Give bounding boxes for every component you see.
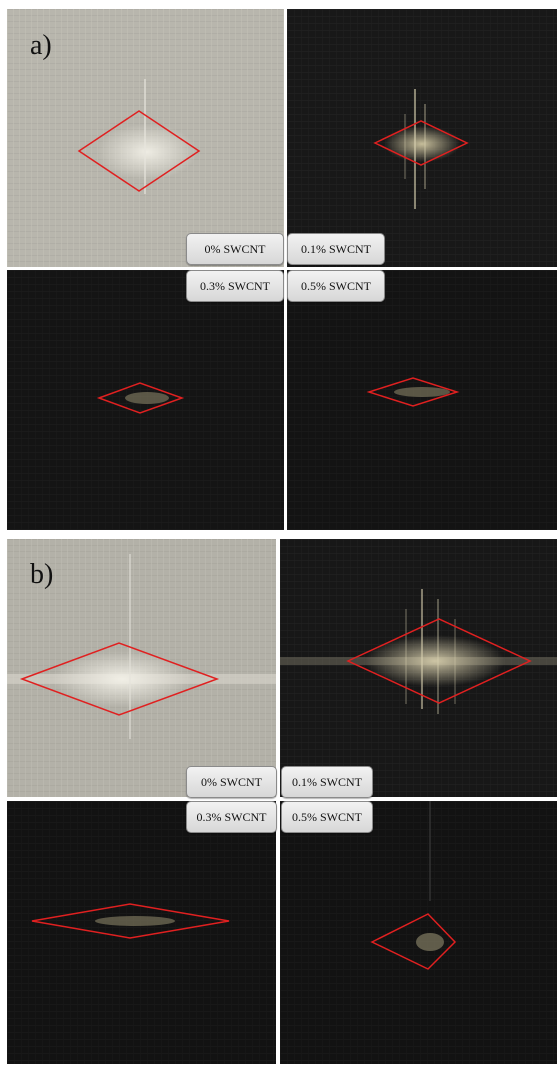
specimen-photo-b-0 (7, 539, 276, 797)
panel-set-a: a) 0% SWCNT 0.1% SWCNT 0.3% SWCNT 0.5% S… (7, 9, 557, 530)
damage-outline (77, 110, 201, 192)
concentration-label: 0.1% SWCNT (287, 233, 385, 265)
concentration-label: 0.3% SWCNT (186, 270, 284, 302)
damage-outline (96, 382, 185, 414)
specimen-photo-a-0 (7, 9, 284, 267)
concentration-label: 0% SWCNT (186, 233, 284, 265)
panel-set-b: b) 0% SWCNT 0.1% SWCNT 0.3% SWCNT 0.5% S… (0, 533, 557, 1066)
damage-outline (370, 913, 457, 970)
concentration-label: 0% SWCNT (186, 766, 277, 798)
specimen-photo-a-2 (7, 270, 284, 530)
specimen-photo-a-1 (287, 9, 557, 267)
specimen-photo-b-3 (280, 801, 557, 1064)
specimen-photo-a-3 (287, 270, 557, 530)
concentration-label: 0.5% SWCNT (287, 270, 385, 302)
panel-label: a) (30, 30, 52, 61)
specimen-photo-b-2 (7, 801, 276, 1064)
concentration-label: 0.1% SWCNT (281, 766, 373, 798)
panel-label: b) (30, 559, 54, 590)
concentration-label: 0.5% SWCNT (281, 801, 373, 833)
damage-outline (19, 642, 220, 716)
specimen-photo-b-1 (280, 539, 557, 797)
damage-outline (366, 377, 460, 407)
damage-outline (346, 618, 532, 704)
damage-outline (31, 903, 230, 939)
concentration-label: 0.3% SWCNT (186, 801, 277, 833)
damage-outline (373, 120, 469, 166)
